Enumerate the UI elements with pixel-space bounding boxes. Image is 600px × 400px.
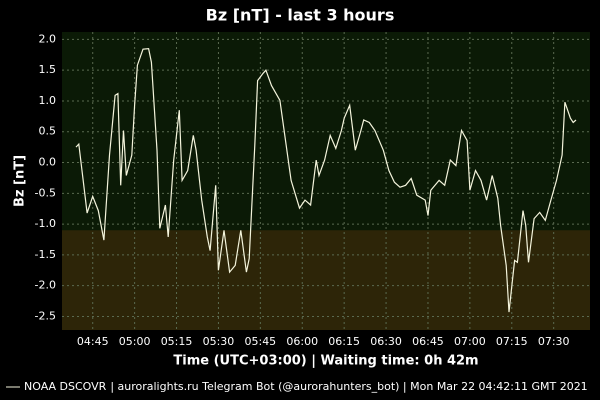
x-axis-label: Time (UTC+03:00) | Waiting time: 0h 42m: [173, 354, 478, 369]
y-axis-label: Bz [nT]: [13, 155, 28, 207]
y-tick-label: 1.0: [39, 94, 57, 107]
x-tick-label: 06:45: [412, 335, 444, 348]
y-tick-label: -2.5: [35, 309, 56, 322]
data-line: [75, 47, 577, 313]
y-tick-label: -0.5: [35, 186, 56, 199]
x-tick-label: 07:00: [454, 335, 486, 348]
x-tick-label: 05:45: [244, 335, 276, 348]
x-tick-label: 07:15: [496, 335, 528, 348]
x-tick-label: 06:00: [286, 335, 318, 348]
chart-title: Bz [nT] - last 3 hours: [206, 6, 395, 25]
x-tick-label: 05:00: [119, 335, 151, 348]
y-tick-label: 2.0: [39, 32, 57, 45]
y-tick-label: -1.0: [35, 217, 56, 230]
footer: | auroralights.ru Telegram Bot (@aurorah…: [110, 380, 587, 393]
x-tick-label: 04:45: [77, 335, 109, 348]
x-tick-label: 05:30: [203, 335, 235, 348]
x-tick-label: 06:30: [370, 335, 402, 348]
x-tick-label: 06:15: [328, 335, 360, 348]
x-tick-label: 07:30: [538, 335, 570, 348]
y-tick-label: -2.0: [35, 279, 56, 292]
y-tick-label: 0.5: [39, 125, 57, 138]
y-tick-label: -1.5: [35, 248, 56, 261]
y-tick-label: 1.5: [39, 63, 57, 76]
threshold-band: [62, 230, 590, 330]
y-tick-label: 0.0: [39, 156, 57, 169]
legend-entry: NOAA DSCOVR: [24, 380, 107, 393]
x-tick-label: 05:15: [161, 335, 193, 348]
